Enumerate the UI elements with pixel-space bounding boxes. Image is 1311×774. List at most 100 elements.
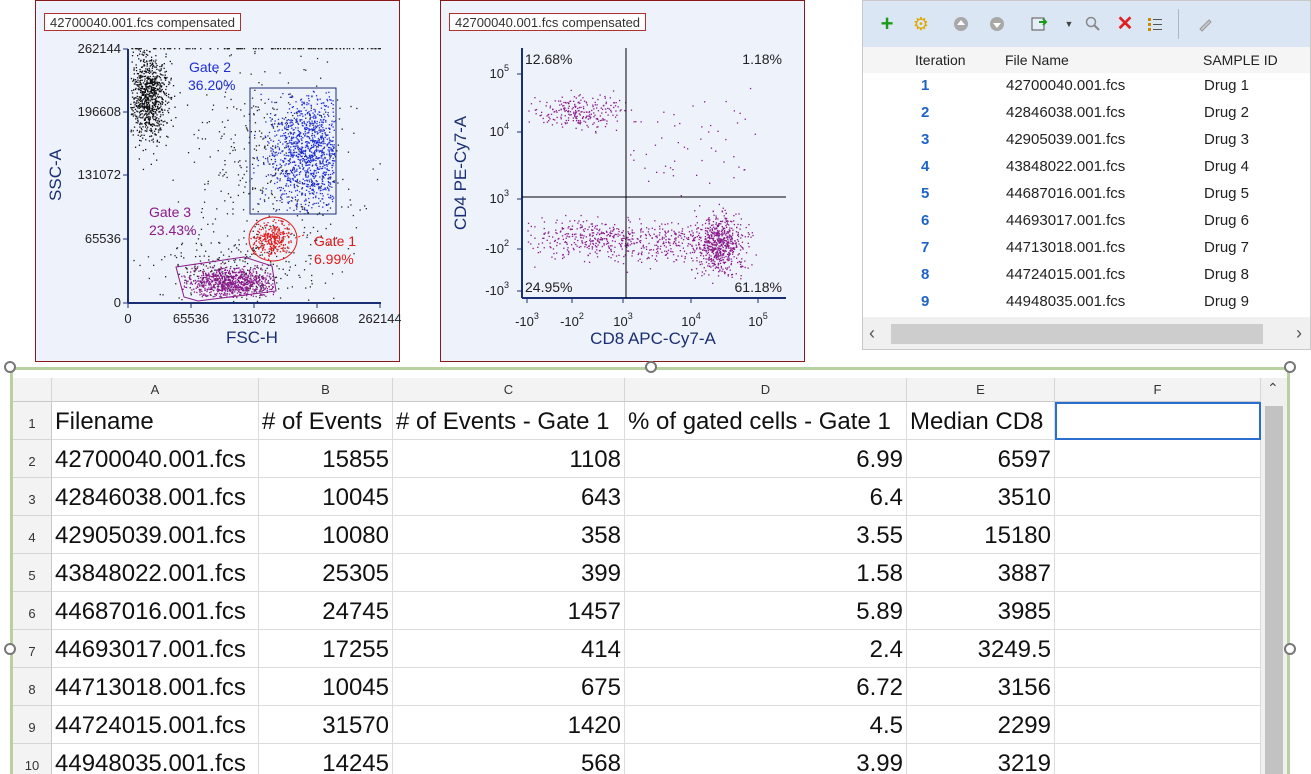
- cell-e10[interactable]: 3219: [907, 744, 1055, 774]
- cell-a5[interactable]: 43848022.001.fcs: [52, 554, 259, 592]
- cell-d8[interactable]: 6.72: [625, 668, 907, 706]
- cell-d7[interactable]: 2.4: [625, 630, 907, 668]
- cell-d3[interactable]: 6.4: [625, 478, 907, 516]
- column-header-e[interactable]: E: [907, 378, 1055, 402]
- cell-c8[interactable]: 675: [393, 668, 625, 706]
- cell-d9[interactable]: 4.5: [625, 706, 907, 744]
- cell-a6[interactable]: 44687016.001.fcs: [52, 592, 259, 630]
- cell-b9[interactable]: 31570: [259, 706, 393, 744]
- scroll-left-icon[interactable]: ‹: [869, 323, 875, 343]
- cell-c10[interactable]: 568: [393, 744, 625, 774]
- cell-a4[interactable]: 42905039.001.fcs: [52, 516, 259, 554]
- cell-b4[interactable]: 10080: [259, 516, 393, 554]
- edit-icon[interactable]: [1195, 14, 1215, 34]
- dot-plot-cd8-cd4[interactable]: -103 -102 103 104 105 105 104 103 -102 -103 12.68…: [440, 0, 805, 362]
- select-all-corner[interactable]: [13, 378, 52, 402]
- move-up-icon[interactable]: [951, 14, 971, 34]
- spreadsheet[interactable]: A B C D E F 1 Filename # of Events # of Eve…: [10, 367, 1290, 774]
- gate-2-rect[interactable]: [249, 87, 337, 215]
- cell-d10[interactable]: 3.99: [625, 744, 907, 774]
- column-header-d[interactable]: D: [625, 378, 907, 402]
- cell-a3[interactable]: 42846038.001.fcs: [52, 478, 259, 516]
- scrollbar-thumb[interactable]: [891, 324, 1263, 344]
- column-header-iteration[interactable]: Iteration: [915, 52, 966, 68]
- cell-a2[interactable]: 42700040.001.fcs: [52, 440, 259, 478]
- selected-cell-f1[interactable]: [1055, 402, 1261, 440]
- cell-b5[interactable]: 25305: [259, 554, 393, 592]
- cell-f5[interactable]: [1055, 554, 1261, 592]
- iteration-row[interactable]: 2 42846038.001.fcs Drug 2: [863, 100, 1310, 127]
- iteration-row[interactable]: 6 44693017.001.fcs Drug 6: [863, 208, 1310, 235]
- cell-b10[interactable]: 14245: [259, 744, 393, 774]
- cell-c7[interactable]: 414: [393, 630, 625, 668]
- cell-a7[interactable]: 44693017.001.fcs: [52, 630, 259, 668]
- cell-b8[interactable]: 10045: [259, 668, 393, 706]
- header-cell[interactable]: Median CD8: [907, 402, 1055, 440]
- cell-e2[interactable]: 6597: [907, 440, 1055, 478]
- column-header-f[interactable]: F: [1055, 378, 1261, 402]
- iteration-row[interactable]: 9 44948035.001.fcs Drug 9: [863, 289, 1310, 316]
- add-icon[interactable]: +: [880, 11, 894, 36]
- resize-handle-top-right[interactable]: [1284, 361, 1296, 373]
- move-down-icon[interactable]: [987, 14, 1007, 34]
- cell-c5[interactable]: 399: [393, 554, 625, 592]
- iteration-row[interactable]: 1 42700040.001.fcs Drug 1: [863, 73, 1310, 100]
- header-cell[interactable]: % of gated cells - Gate 1: [625, 402, 907, 440]
- row-header[interactable]: 4: [13, 516, 52, 554]
- resize-handle-right[interactable]: [1284, 643, 1296, 655]
- cell-f9[interactable]: [1055, 706, 1261, 744]
- scrollbar-thumb[interactable]: [1265, 406, 1283, 774]
- column-header-b[interactable]: B: [259, 378, 393, 402]
- cell-a8[interactable]: 44713018.001.fcs: [52, 668, 259, 706]
- header-cell[interactable]: Filename: [52, 402, 259, 440]
- resize-handle-top-left[interactable]: [4, 361, 16, 373]
- cell-b6[interactable]: 24745: [259, 592, 393, 630]
- cell-e5[interactable]: 3887: [907, 554, 1055, 592]
- cell-b7[interactable]: 17255: [259, 630, 393, 668]
- row-header[interactable]: 9: [13, 706, 52, 744]
- scroll-right-icon[interactable]: ›: [1296, 323, 1302, 343]
- export-icon[interactable]: [1029, 14, 1049, 34]
- row-header[interactable]: 10: [13, 744, 52, 774]
- cell-e7[interactable]: 3249.5: [907, 630, 1055, 668]
- row-header[interactable]: 7: [13, 630, 52, 668]
- cell-c6[interactable]: 1457: [393, 592, 625, 630]
- search-icon[interactable]: [1083, 14, 1103, 34]
- iteration-row[interactable]: 4 43848022.001.fcs Drug 4: [863, 154, 1310, 181]
- row-header[interactable]: 3: [13, 478, 52, 516]
- gear-icon[interactable]: ⚙: [912, 14, 930, 34]
- cell-e4[interactable]: 15180: [907, 516, 1055, 554]
- cell-c4[interactable]: 358: [393, 516, 625, 554]
- cell-a9[interactable]: 44724015.001.fcs: [52, 706, 259, 744]
- header-cell[interactable]: # of Events - Gate 1: [393, 402, 625, 440]
- row-header[interactable]: 2: [13, 440, 52, 478]
- iteration-row[interactable]: 3 42905039.001.fcs Drug 3: [863, 127, 1310, 154]
- cell-a10[interactable]: 44948035.001.fcs: [52, 744, 259, 774]
- cell-f8[interactable]: [1055, 668, 1261, 706]
- cell-b3[interactable]: 10045: [259, 478, 393, 516]
- cell-e9[interactable]: 2299: [907, 706, 1055, 744]
- cell-c3[interactable]: 643: [393, 478, 625, 516]
- dot-plot-canvas[interactable]: -103 -102 103 104 105 105 104 103 -102 -103 12.68…: [441, 1, 806, 363]
- cell-e8[interactable]: 3156: [907, 668, 1055, 706]
- column-header-a[interactable]: A: [52, 378, 259, 402]
- cell-f4[interactable]: [1055, 516, 1261, 554]
- cell-d2[interactable]: 6.99: [625, 440, 907, 478]
- delete-icon[interactable]: ✕: [1116, 13, 1134, 35]
- cell-b2[interactable]: 15855: [259, 440, 393, 478]
- cell-f3[interactable]: [1055, 478, 1261, 516]
- cell-e3[interactable]: 3510: [907, 478, 1055, 516]
- cell-f7[interactable]: [1055, 630, 1261, 668]
- column-header-sample-id[interactable]: SAMPLE ID: [1203, 52, 1278, 68]
- row-header[interactable]: 1: [13, 402, 52, 440]
- cell-e6[interactable]: 3985: [907, 592, 1055, 630]
- gate-1-ellipse[interactable]: [248, 216, 298, 262]
- cell-d4[interactable]: 3.55: [625, 516, 907, 554]
- cell-d6[interactable]: 5.89: [625, 592, 907, 630]
- cell-f2[interactable]: [1055, 440, 1261, 478]
- resize-handle-left[interactable]: [4, 643, 16, 655]
- dot-plot-canvas[interactable]: 0 65536 131072 196608 262144 0 65536 131072 1966…: [36, 1, 401, 363]
- cell-d5[interactable]: 1.58: [625, 554, 907, 592]
- iteration-row[interactable]: 5 44687016.001.fcs Drug 5: [863, 181, 1310, 208]
- cell-c2[interactable]: 1108: [393, 440, 625, 478]
